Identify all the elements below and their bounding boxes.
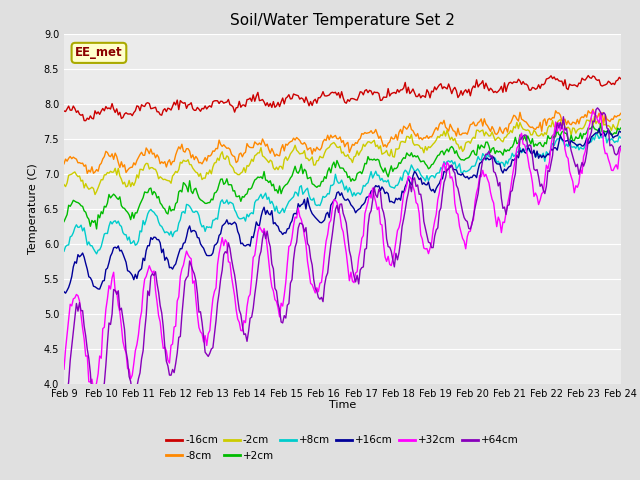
-8cm xyxy=(617,110,625,116)
+16cm xyxy=(228,222,236,228)
+64cm xyxy=(254,266,262,272)
-2cm xyxy=(588,115,595,120)
+32cm xyxy=(305,269,313,275)
+64cm xyxy=(594,105,602,111)
+8cm xyxy=(60,248,68,254)
+16cm xyxy=(255,223,263,228)
+32cm xyxy=(130,360,138,366)
+16cm xyxy=(588,134,595,140)
+16cm xyxy=(246,243,254,249)
+32cm xyxy=(589,108,596,114)
Line: +32cm: +32cm xyxy=(64,111,621,389)
-8cm xyxy=(246,144,254,150)
+2cm xyxy=(228,182,236,188)
+32cm xyxy=(255,224,263,229)
-2cm xyxy=(617,117,625,122)
+64cm xyxy=(129,391,136,396)
-16cm xyxy=(60,108,68,114)
+2cm xyxy=(255,175,263,180)
-16cm xyxy=(617,76,625,82)
+64cm xyxy=(60,417,68,422)
-2cm xyxy=(91,192,99,197)
+32cm xyxy=(588,114,595,120)
+64cm xyxy=(303,240,311,246)
Line: +64cm: +64cm xyxy=(64,108,621,420)
+64cm xyxy=(226,246,234,252)
-16cm xyxy=(255,98,263,104)
-16cm xyxy=(82,118,90,123)
-8cm xyxy=(589,107,596,112)
Line: -16cm: -16cm xyxy=(64,75,621,120)
+64cm xyxy=(586,134,594,140)
-2cm xyxy=(305,158,313,164)
+16cm xyxy=(595,125,603,131)
-16cm xyxy=(305,103,313,108)
+8cm xyxy=(228,200,236,206)
Line: -8cm: -8cm xyxy=(64,109,621,173)
-2cm xyxy=(255,150,263,156)
-2cm xyxy=(60,182,68,188)
-8cm xyxy=(305,145,313,151)
+32cm xyxy=(617,145,625,151)
+2cm xyxy=(130,216,138,221)
-8cm xyxy=(255,140,263,146)
-2cm xyxy=(246,160,254,166)
-8cm xyxy=(83,170,91,176)
Y-axis label: Temperature (C): Temperature (C) xyxy=(28,163,38,254)
+2cm xyxy=(246,186,254,192)
+8cm xyxy=(305,192,313,198)
Line: +2cm: +2cm xyxy=(64,123,621,229)
+32cm xyxy=(228,274,236,279)
+8cm xyxy=(130,238,138,243)
+64cm xyxy=(617,143,625,149)
+2cm xyxy=(60,219,68,225)
Text: EE_met: EE_met xyxy=(75,47,123,60)
Line: -2cm: -2cm xyxy=(64,116,621,194)
+2cm xyxy=(305,175,313,181)
+32cm xyxy=(246,291,254,297)
+2cm xyxy=(596,120,604,126)
+64cm xyxy=(244,328,252,334)
-8cm xyxy=(60,161,68,167)
+2cm xyxy=(588,125,595,131)
-16cm xyxy=(130,110,138,116)
-16cm xyxy=(228,103,236,108)
+2cm xyxy=(617,125,625,131)
-8cm xyxy=(130,160,138,166)
-16cm xyxy=(246,95,254,101)
+8cm xyxy=(588,139,595,144)
+16cm xyxy=(60,289,68,295)
+32cm xyxy=(90,386,97,392)
Line: +8cm: +8cm xyxy=(64,133,621,254)
-8cm xyxy=(228,151,236,157)
+2cm xyxy=(93,226,100,232)
+8cm xyxy=(246,211,254,216)
Title: Soil/Water Temperature Set 2: Soil/Water Temperature Set 2 xyxy=(230,13,455,28)
-2cm xyxy=(228,163,236,169)
+16cm xyxy=(305,203,313,208)
+16cm xyxy=(61,290,69,296)
+32cm xyxy=(60,366,68,372)
-8cm xyxy=(588,110,595,116)
+8cm xyxy=(93,251,100,257)
+8cm xyxy=(617,135,625,141)
-2cm xyxy=(591,113,598,119)
-2cm xyxy=(130,182,138,188)
X-axis label: Time: Time xyxy=(329,400,356,410)
Line: +16cm: +16cm xyxy=(64,128,621,293)
+8cm xyxy=(592,131,600,136)
-16cm xyxy=(584,72,592,78)
+16cm xyxy=(617,129,625,135)
-16cm xyxy=(589,73,596,79)
Legend: -16cm, -8cm, -2cm, +2cm, +8cm, +16cm, +32cm, +64cm: -16cm, -8cm, -2cm, +2cm, +8cm, +16cm, +3… xyxy=(162,431,523,465)
+8cm xyxy=(255,194,263,200)
+16cm xyxy=(130,277,138,283)
